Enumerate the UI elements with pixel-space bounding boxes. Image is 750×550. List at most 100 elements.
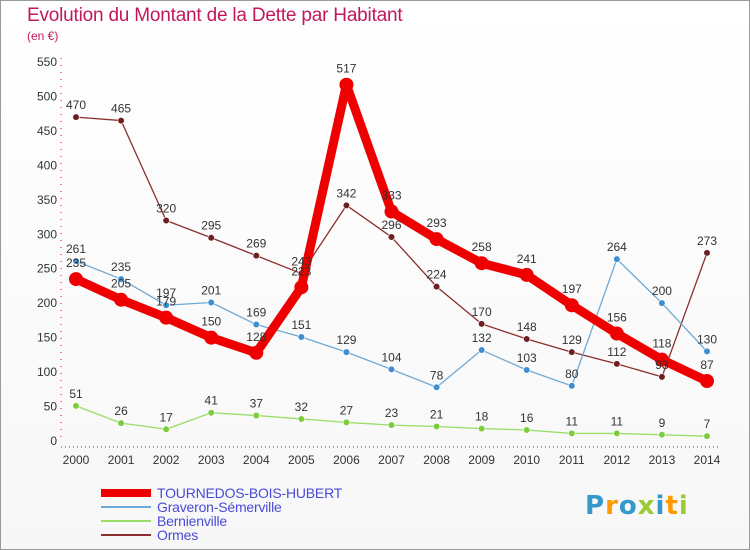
data-label: 18 — [475, 410, 489, 424]
data-point — [159, 310, 174, 325]
data-label: 129 — [336, 333, 356, 347]
data-point — [387, 233, 396, 241]
data-label: 9 — [659, 416, 666, 430]
series-lines — [69, 77, 714, 440]
data-label: 258 — [472, 240, 492, 254]
data-point — [654, 352, 669, 367]
data-point — [207, 234, 215, 242]
data-label: 16 — [520, 411, 534, 425]
data-label: 93 — [655, 358, 669, 372]
legend-item-tournedos: TOURNEDOS-BOIS-HUBERT — [101, 486, 342, 500]
data-label: 32 — [295, 400, 309, 414]
data-point — [523, 335, 531, 343]
legend-label: Graveron-Sémerville — [157, 499, 282, 515]
data-point — [252, 411, 260, 420]
data-label: 342 — [336, 186, 356, 200]
chart-unit-label: (en €) — [27, 29, 59, 43]
data-point — [703, 347, 711, 356]
data-label: 7 — [704, 417, 711, 431]
data-point — [432, 422, 441, 431]
data-point — [162, 216, 170, 225]
data-label: 11 — [566, 414, 579, 428]
data-point — [703, 432, 711, 440]
data-label: 150 — [201, 315, 221, 329]
data-label: 235 — [111, 260, 131, 274]
data-label: 51 — [69, 387, 83, 401]
legend-swatch — [101, 506, 151, 508]
data-label: 17 — [159, 410, 173, 424]
legend-swatch — [101, 520, 151, 522]
data-point — [114, 292, 129, 307]
data-label: 197 — [156, 286, 176, 300]
legend-label: Bernienville — [157, 513, 227, 529]
x-tick-label: 2014 — [694, 453, 721, 467]
data-point — [478, 320, 486, 328]
data-point — [294, 280, 309, 295]
y-tick-label: 350 — [37, 193, 57, 207]
data-point — [613, 429, 621, 438]
data-point — [249, 345, 264, 360]
y-tick-label: 250 — [37, 262, 57, 276]
data-label: 129 — [562, 333, 582, 347]
data-label: 21 — [430, 408, 444, 422]
data-point — [339, 77, 354, 92]
x-tick-label: 2004 — [243, 453, 270, 467]
data-point — [568, 348, 576, 356]
data-point — [613, 360, 621, 368]
x-tick-label: 2009 — [468, 453, 495, 467]
data-point — [387, 365, 396, 373]
y-tick-label: 500 — [37, 89, 57, 103]
data-point — [117, 275, 125, 283]
data-point — [72, 113, 80, 121]
data-point — [297, 333, 305, 341]
data-point — [478, 424, 486, 433]
data-point — [700, 374, 714, 389]
data-point — [474, 256, 489, 271]
data-label: 273 — [697, 234, 717, 248]
data-label: 87 — [700, 358, 714, 372]
y-tick-label: 150 — [37, 331, 57, 345]
data-label: 293 — [427, 216, 447, 230]
data-point — [429, 232, 444, 247]
data-label: 151 — [291, 318, 311, 332]
data-label: 23 — [385, 406, 399, 420]
data-point — [117, 419, 125, 427]
data-label: 197 — [562, 282, 582, 296]
data-point — [609, 326, 624, 341]
data-label: 241 — [517, 252, 537, 266]
data-label: 465 — [111, 102, 131, 116]
data-point — [252, 320, 260, 329]
y-tick-label: 200 — [37, 296, 57, 310]
data-label: 333 — [381, 189, 401, 203]
data-point — [658, 299, 666, 307]
data-labels: 470 4653202952692433422962241701481291129… — [66, 62, 717, 431]
data-label: 169 — [246, 306, 266, 320]
y-tick-label: 50 — [44, 400, 58, 414]
data-point — [613, 255, 621, 263]
data-label: 118 — [652, 337, 671, 351]
data-label: 470 — [66, 98, 86, 112]
data-label: 104 — [381, 350, 401, 364]
data-point — [568, 429, 576, 438]
data-label: 112 — [607, 345, 626, 359]
data-label: 179 — [156, 295, 176, 309]
data-point — [72, 402, 80, 410]
data-label: 37 — [250, 397, 264, 411]
data-label: 11 — [611, 414, 624, 428]
data-label: 201 — [201, 283, 221, 297]
x-tick-label: 2003 — [198, 453, 225, 467]
x-tick-label: 2013 — [649, 453, 676, 467]
x-tick-label: 2011 — [559, 453, 585, 467]
data-point — [384, 204, 399, 219]
legend-swatch — [101, 534, 151, 536]
data-point — [342, 201, 351, 209]
x-tick-label: 2008 — [423, 453, 450, 467]
data-label: 148 — [517, 320, 537, 334]
data-label: 128 — [246, 330, 266, 344]
data-label: 156 — [607, 311, 627, 325]
data-label: 205 — [111, 277, 131, 291]
data-point — [478, 346, 486, 354]
data-point — [519, 267, 534, 282]
